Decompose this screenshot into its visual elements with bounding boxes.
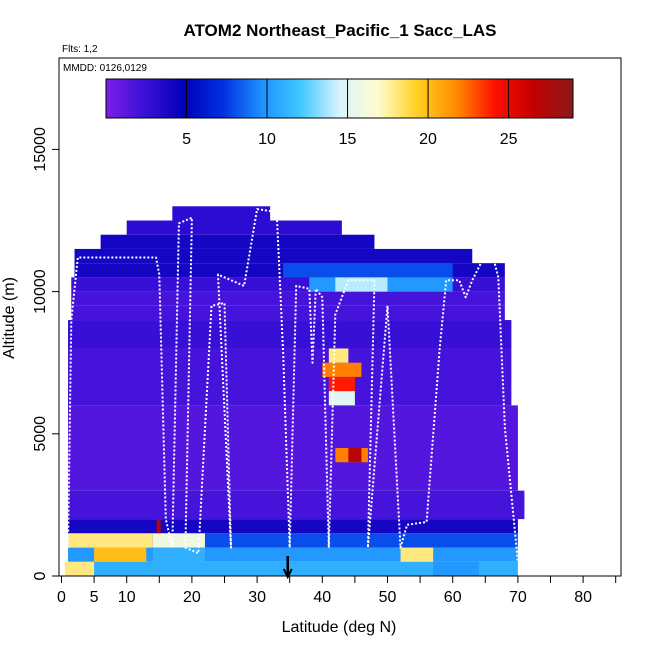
latitude-marker-arrow <box>282 556 293 580</box>
x-tick-label: 10 <box>118 589 136 606</box>
heatmap-cell <box>68 519 518 534</box>
flights-label: Flts: 1,2 <box>62 44 98 55</box>
heatmap-cell <box>71 305 505 321</box>
heatmap-cell <box>68 561 518 576</box>
flight-track <box>67 208 519 562</box>
x-tick-label: 40 <box>313 589 331 606</box>
heatmap-cell <box>68 490 525 520</box>
y-tick-label: 0 <box>32 571 49 580</box>
chart-title: ATOM2 Northeast_Pacific_1 Sacc_LAS <box>183 21 496 40</box>
heatmap-cell <box>68 320 512 349</box>
x-tick-label: 0 <box>57 589 66 606</box>
marker-head <box>282 568 293 580</box>
x-tick-label: 80 <box>574 589 592 606</box>
y-tick-label: 5000 <box>32 416 49 452</box>
heatmap-cell <box>94 547 147 562</box>
colorbar-tick-label: 5 <box>182 131 191 148</box>
y-axis: 0 5000 10000 15000 <box>32 127 59 580</box>
flight-track-line <box>67 208 519 562</box>
heatmap-cell <box>156 519 161 534</box>
heatmap-cell <box>322 362 362 377</box>
heatmap-cell <box>68 405 518 491</box>
y-tick-label: 15000 <box>32 127 49 172</box>
heatmap-cell <box>328 348 349 363</box>
x-axis-label: Latitude (deg N) <box>282 619 397 636</box>
y-axis-label: Altitude (m) <box>1 277 18 359</box>
colorbar: 5 10 15 20 25 <box>105 78 574 148</box>
heatmap-cell <box>152 533 205 548</box>
colorbar-tick-label: 10 <box>258 131 276 148</box>
x-tick-label: 70 <box>509 589 527 606</box>
y-tick-label: 10000 <box>32 269 49 314</box>
heatmap-cell <box>152 547 205 562</box>
heatmap-cell <box>348 448 362 463</box>
colorbar-tick-label: 15 <box>339 131 357 148</box>
colorbar-tick-label: 20 <box>419 131 437 148</box>
heatmap-cell <box>64 561 95 576</box>
heatmap-cell <box>328 391 355 406</box>
colorbar-gradient <box>105 78 574 119</box>
heatmap-cell <box>328 376 355 392</box>
heatmap-cell <box>68 348 512 406</box>
heatmap-cell <box>100 234 375 249</box>
x-axis: 0 5 10 20 30 40 50 60 70 80 <box>57 575 621 606</box>
heatmap-cell <box>433 561 479 576</box>
x-tick-label: 20 <box>183 589 201 606</box>
colorbar-tick-label: 25 <box>500 131 518 148</box>
heatmap-cell <box>71 291 505 306</box>
heatmap-cell <box>68 533 153 548</box>
heatmap-cell <box>172 206 271 221</box>
x-tick-label: 50 <box>379 589 397 606</box>
x-tick-label: 60 <box>444 589 462 606</box>
heatmap-cells <box>64 206 525 576</box>
heatmap-cell <box>335 277 388 292</box>
heatmap-cell <box>74 248 473 264</box>
x-tick-label: 5 <box>90 589 99 606</box>
heatmap-cell <box>126 220 342 235</box>
heatmap-cell <box>283 263 453 278</box>
x-tick-label: 30 <box>248 589 266 606</box>
dates-label: MMDD: 0126,0129 <box>63 63 147 74</box>
heatmap-cell <box>400 547 434 562</box>
